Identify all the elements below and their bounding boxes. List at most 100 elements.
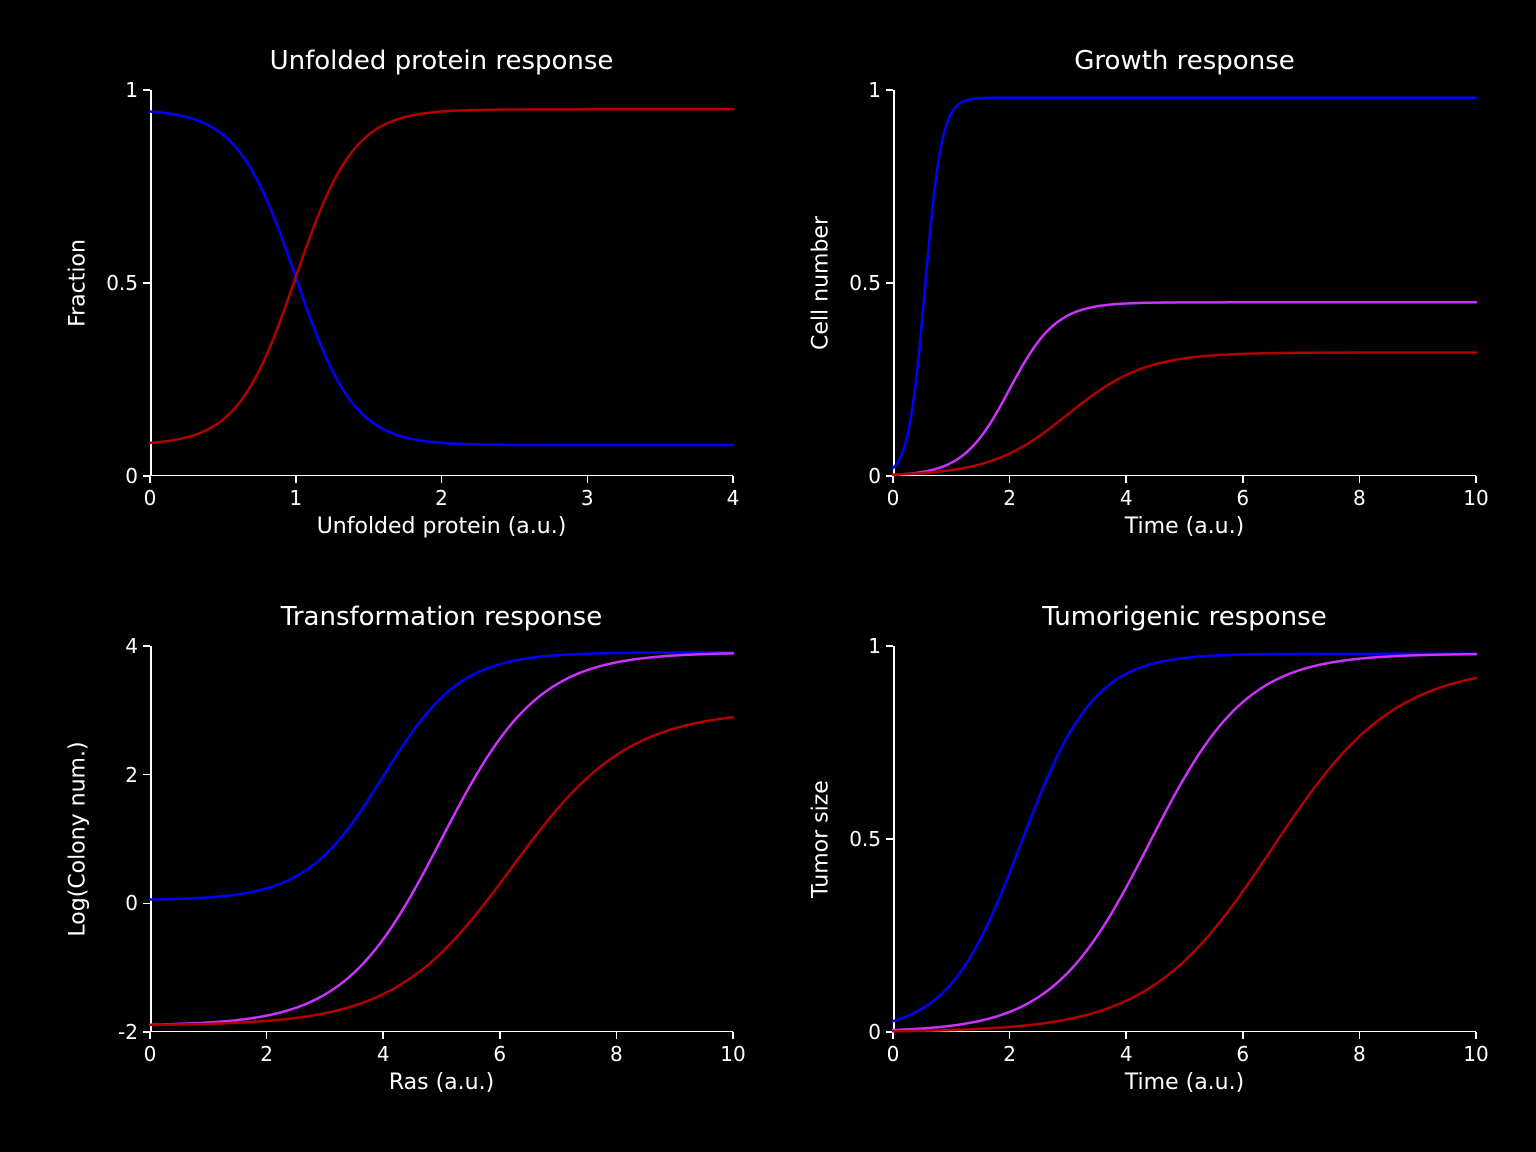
x-tick — [1125, 476, 1127, 483]
y-tick-label: 2 — [125, 763, 138, 787]
y-tick — [886, 282, 893, 284]
y-axis-label: Log(Colony num.) — [66, 741, 91, 936]
y-tick-label: 0.5 — [849, 827, 881, 851]
y-axis-label: Tumor size — [809, 780, 834, 898]
plot-area — [150, 646, 733, 1032]
series-magenta — [150, 653, 733, 1024]
panel-D: Tumorigenic response024681000.51Time (a.… — [893, 646, 1476, 1032]
y-tick-label: 0 — [125, 891, 138, 915]
panel-title: Growth response — [1074, 46, 1294, 76]
x-tick — [1359, 476, 1361, 483]
y-tick — [143, 774, 150, 776]
plot-area — [893, 90, 1476, 476]
x-axis-label: Ras (a.u.) — [389, 1070, 494, 1095]
x-tick — [149, 476, 151, 483]
series-blue — [893, 654, 1476, 1021]
y-tick — [143, 903, 150, 905]
x-tick-label: 2 — [260, 1042, 273, 1066]
y-tick — [143, 89, 150, 91]
x-tick-label: 6 — [1236, 486, 1249, 510]
x-tick — [1475, 476, 1477, 483]
panel-C: Transformation response0246810-2024Ras (… — [150, 646, 733, 1032]
panel-B: Growth response024681000.51Time (a.u.)Ce… — [893, 90, 1476, 476]
x-tick — [1009, 1032, 1011, 1039]
x-tick-label: 2 — [435, 486, 448, 510]
x-tick — [616, 1032, 618, 1039]
panel-title: Transformation response — [281, 602, 602, 632]
x-axis-label: Unfolded protein (a.u.) — [317, 514, 567, 539]
x-tick — [1125, 1032, 1127, 1039]
plot-area — [893, 646, 1476, 1032]
series-red — [893, 678, 1476, 1031]
x-tick — [1242, 1032, 1244, 1039]
x-tick-label: 0 — [887, 486, 900, 510]
y-tick-label: 0 — [868, 1020, 881, 1044]
series-red — [150, 109, 733, 443]
x-tick-label: 4 — [377, 1042, 390, 1066]
y-tick-label: 0 — [868, 464, 881, 488]
x-tick — [441, 476, 443, 483]
x-tick-label: 4 — [1120, 486, 1133, 510]
series-red — [150, 717, 733, 1025]
series-magenta — [893, 654, 1476, 1030]
x-tick — [587, 476, 589, 483]
x-tick-label: 10 — [1463, 486, 1488, 510]
x-tick — [732, 476, 734, 483]
x-tick-label: 0 — [887, 1042, 900, 1066]
panel-title: Unfolded protein response — [270, 46, 614, 76]
series-blue — [893, 98, 1476, 468]
x-tick — [266, 1032, 268, 1039]
y-tick-label: 1 — [125, 78, 138, 102]
x-tick-label: 0 — [144, 486, 157, 510]
x-tick — [1475, 1032, 1477, 1039]
x-tick — [295, 476, 297, 483]
y-axis-label: Fraction — [66, 239, 91, 327]
x-tick-label: 1 — [289, 486, 302, 510]
x-tick-label: 3 — [581, 486, 594, 510]
panel-A: Unfolded protein response0123400.51Unfol… — [150, 90, 733, 476]
x-tick-label: 6 — [493, 1042, 506, 1066]
y-tick-label: 4 — [125, 634, 138, 658]
series-blue — [150, 652, 733, 899]
series-magenta — [893, 302, 1476, 475]
x-tick — [1009, 476, 1011, 483]
y-tick-label: -2 — [118, 1020, 138, 1044]
x-tick — [382, 1032, 384, 1039]
y-tick — [886, 645, 893, 647]
x-tick-label: 8 — [1353, 1042, 1366, 1066]
x-tick — [892, 476, 894, 483]
x-tick — [892, 1032, 894, 1039]
y-tick-label: 1 — [868, 78, 881, 102]
y-tick — [143, 1031, 150, 1033]
x-tick-label: 6 — [1236, 1042, 1249, 1066]
series-red — [893, 352, 1476, 474]
y-tick — [143, 645, 150, 647]
y-tick-label: 0 — [125, 464, 138, 488]
y-tick-label: 0.5 — [849, 271, 881, 295]
x-axis-label: Time (a.u.) — [1125, 1070, 1244, 1095]
x-tick-label: 10 — [720, 1042, 745, 1066]
x-axis-label: Time (a.u.) — [1125, 514, 1244, 539]
x-tick-label: 8 — [610, 1042, 623, 1066]
x-tick-label: 4 — [727, 486, 740, 510]
y-tick — [143, 282, 150, 284]
y-tick — [886, 89, 893, 91]
x-tick-label: 8 — [1353, 486, 1366, 510]
x-tick-label: 2 — [1003, 486, 1016, 510]
x-tick — [149, 1032, 151, 1039]
x-tick-label: 4 — [1120, 1042, 1133, 1066]
plot-area — [150, 90, 733, 476]
series-blue — [150, 112, 733, 446]
y-tick — [886, 838, 893, 840]
panel-title: Tumorigenic response — [1042, 602, 1326, 632]
y-tick — [143, 475, 150, 477]
x-tick-label: 0 — [144, 1042, 157, 1066]
x-tick — [732, 1032, 734, 1039]
y-tick-label: 1 — [868, 634, 881, 658]
x-tick-label: 2 — [1003, 1042, 1016, 1066]
y-axis-label: Cell number — [809, 216, 834, 350]
x-tick — [1242, 476, 1244, 483]
y-tick-label: 0.5 — [106, 271, 138, 295]
x-tick — [1359, 1032, 1361, 1039]
x-tick-label: 10 — [1463, 1042, 1488, 1066]
